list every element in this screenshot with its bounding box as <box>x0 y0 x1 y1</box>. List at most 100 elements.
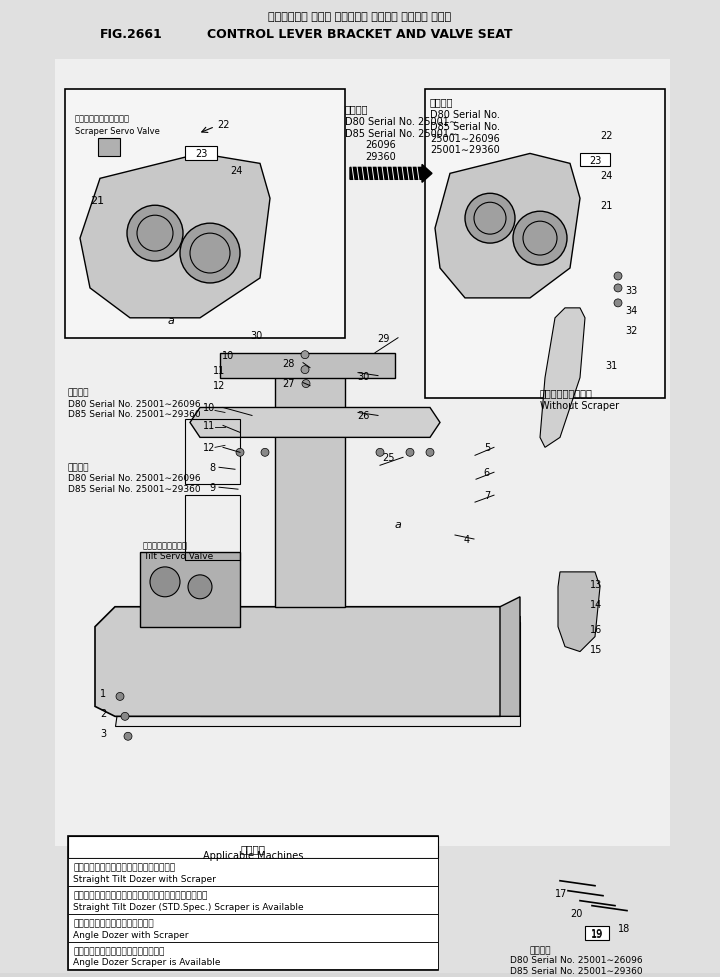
Circle shape <box>406 448 414 457</box>
Text: 25001∼29360: 25001∼29360 <box>430 146 500 155</box>
Circle shape <box>121 712 129 721</box>
Text: 8: 8 <box>209 463 215 473</box>
Text: 21: 21 <box>600 201 613 211</box>
Bar <box>185 495 240 561</box>
Text: Straight Tilt Dozer with Scraper: Straight Tilt Dozer with Scraper <box>73 873 216 883</box>
Text: 1: 1 <box>100 689 106 699</box>
Circle shape <box>188 575 212 599</box>
Bar <box>98 140 120 157</box>
Polygon shape <box>435 154 580 299</box>
Text: Tilt Servo Valve: Tilt Servo Valve <box>143 551 213 561</box>
Polygon shape <box>540 309 585 447</box>
Bar <box>68 858 438 886</box>
Text: 28: 28 <box>283 359 295 368</box>
Circle shape <box>614 284 622 293</box>
Text: D85 Serial No. 25001∼29360: D85 Serial No. 25001∼29360 <box>68 410 201 419</box>
Text: 12: 12 <box>202 443 215 453</box>
Polygon shape <box>80 154 270 319</box>
Circle shape <box>465 194 515 244</box>
Text: Without Scraper: Without Scraper <box>540 401 619 410</box>
Text: 7: 7 <box>484 490 490 500</box>
Text: 13: 13 <box>590 579 602 589</box>
Text: コントロール レバー ブラケット オヨビ・ バルブ・ シート: コントロール レバー ブラケット オヨビ・ バルブ・ シート <box>269 12 451 21</box>
Polygon shape <box>115 622 520 727</box>
Circle shape <box>302 380 310 388</box>
Text: 適用番号: 適用番号 <box>68 388 89 398</box>
Text: 2: 2 <box>100 708 107 719</box>
Circle shape <box>150 568 180 597</box>
Text: 適用番号: 適用番号 <box>430 98 454 107</box>
Text: ストレートチルトドーザスクレーパ証拠車: ストレートチルトドーザスクレーパ証拠車 <box>73 863 175 871</box>
Bar <box>585 925 609 940</box>
Text: 適用機種: 適用機種 <box>240 843 266 853</box>
Circle shape <box>124 733 132 741</box>
Text: 31: 31 <box>605 361 617 370</box>
Text: スクレーパなし仕様: スクレーパなし仕様 <box>540 388 593 399</box>
Text: 11: 11 <box>203 421 215 431</box>
Bar <box>65 90 345 338</box>
Text: 26096: 26096 <box>365 141 396 150</box>
Polygon shape <box>95 607 520 716</box>
Bar <box>220 354 395 378</box>
Text: 25001∼26096: 25001∼26096 <box>430 134 500 144</box>
Circle shape <box>513 212 567 266</box>
Bar <box>68 836 438 970</box>
Text: チルトサーボバルブ: チルトサーボバルブ <box>143 540 188 549</box>
Text: 24: 24 <box>600 171 613 181</box>
Text: ストレートチルトドーザ標準仕様スクレーパ証拠可能車: ストレートチルトドーザ標準仕様スクレーパ証拠可能車 <box>73 891 207 900</box>
Text: スクレーパサーボバルブ: スクレーパサーボバルブ <box>75 114 130 123</box>
Bar <box>68 836 438 858</box>
Text: 4: 4 <box>464 534 470 544</box>
Circle shape <box>180 224 240 283</box>
Polygon shape <box>275 359 345 607</box>
Text: 21: 21 <box>90 196 104 206</box>
Text: 10: 10 <box>203 404 215 413</box>
Text: FIG.2661: FIG.2661 <box>100 28 163 41</box>
Text: 22: 22 <box>217 119 230 129</box>
Text: 29: 29 <box>377 333 390 343</box>
Text: 10: 10 <box>222 351 234 361</box>
Text: 19: 19 <box>591 928 603 939</box>
Circle shape <box>426 448 434 457</box>
Circle shape <box>614 300 622 308</box>
Text: 19: 19 <box>591 927 603 938</box>
Bar <box>580 154 610 167</box>
Text: 9: 9 <box>209 483 215 492</box>
Circle shape <box>236 448 244 457</box>
Text: 22: 22 <box>600 131 613 142</box>
Text: 20: 20 <box>570 908 582 917</box>
Text: 適用番号: 適用番号 <box>530 946 552 955</box>
Text: 3: 3 <box>100 729 106 739</box>
Circle shape <box>261 448 269 457</box>
Bar <box>68 942 438 969</box>
Text: 27: 27 <box>282 378 295 388</box>
Text: D85 Serial No. 25001∼: D85 Serial No. 25001∼ <box>345 128 457 139</box>
Text: a: a <box>168 316 175 325</box>
Text: 適用番号: 適用番号 <box>345 105 369 114</box>
Bar <box>425 90 665 398</box>
Text: D80 Serial No. 25001∼26096: D80 Serial No. 25001∼26096 <box>510 956 643 964</box>
Text: 16: 16 <box>590 624 602 634</box>
Text: 25: 25 <box>382 452 395 463</box>
Text: 23: 23 <box>195 149 207 159</box>
Text: D85 Serial No. 25001∼29360: D85 Serial No. 25001∼29360 <box>510 966 643 975</box>
Text: Straight Tilt Dozer (STD.Spec.) Scraper is Available: Straight Tilt Dozer (STD.Spec.) Scraper … <box>73 902 304 911</box>
Text: D80 Serial No. 25001∼: D80 Serial No. 25001∼ <box>345 116 457 126</box>
Text: アングルドーザスクレーパ証拠可能車: アングルドーザスクレーパ証拠可能車 <box>73 947 164 956</box>
Bar <box>68 913 438 942</box>
Text: 18: 18 <box>618 922 630 933</box>
Text: 6: 6 <box>484 468 490 478</box>
Text: 17: 17 <box>555 888 567 898</box>
Text: 32: 32 <box>625 325 637 335</box>
Circle shape <box>116 693 124 701</box>
Text: D80 Serial No. 25001∼26096: D80 Serial No. 25001∼26096 <box>68 474 201 483</box>
Text: 29360: 29360 <box>365 152 396 162</box>
Bar <box>68 886 438 913</box>
Text: a: a <box>395 520 402 530</box>
Bar <box>185 420 240 485</box>
Text: Scraper Servo Valve: Scraper Servo Valve <box>75 126 160 136</box>
Text: 33: 33 <box>625 285 637 296</box>
Text: D85 Serial No.: D85 Serial No. <box>430 121 500 132</box>
Circle shape <box>301 366 309 374</box>
Text: D85 Serial No. 25001∼29360: D85 Serial No. 25001∼29360 <box>68 485 201 493</box>
